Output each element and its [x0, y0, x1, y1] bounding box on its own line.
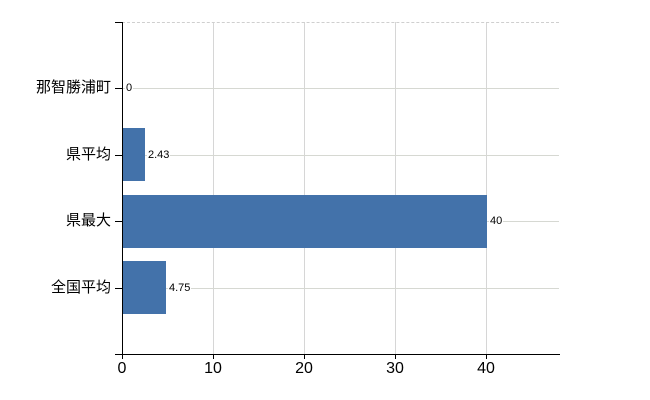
y-axis-tick — [115, 288, 122, 289]
x-axis-tick-label: 10 — [204, 360, 222, 377]
v-gridline — [213, 22, 215, 354]
x-axis-tick-label: 40 — [477, 360, 495, 377]
x-axis-tick — [213, 354, 214, 359]
value-label: 2.43 — [147, 149, 171, 162]
y-axis-line — [122, 22, 123, 355]
x-axis-tick — [122, 354, 123, 359]
bar — [123, 195, 487, 248]
y-axis-top-tick — [115, 22, 122, 23]
v-gridline — [395, 22, 397, 354]
x-axis-tick-label: 0 — [117, 360, 127, 377]
x-axis-tick-label: 20 — [295, 360, 313, 377]
h-gridline — [122, 288, 559, 289]
value-label: 0 — [125, 82, 134, 95]
x-axis-tick — [395, 354, 396, 359]
y-axis-tick — [115, 88, 122, 89]
bar — [123, 261, 166, 314]
x-axis-tick-label: 30 — [386, 360, 404, 377]
category-label: 県最大 — [65, 212, 111, 229]
y-axis-tick — [115, 221, 122, 222]
bar — [123, 128, 145, 181]
x-axis-tick — [304, 354, 305, 359]
value-label: 40 — [489, 215, 504, 228]
h-gridline — [122, 155, 559, 156]
v-gridline — [486, 22, 488, 354]
category-label: 那智勝浦町 — [35, 79, 111, 96]
v-gridline — [304, 22, 306, 354]
x-axis-tick — [486, 354, 487, 359]
category-label: 全国平均 — [50, 279, 111, 296]
x-axis-line — [115, 354, 560, 355]
value-label: 4.75 — [168, 282, 192, 295]
plot-top-border — [122, 22, 559, 23]
y-axis-tick — [115, 155, 122, 156]
category-label: 県平均 — [65, 146, 111, 163]
h-gridline — [122, 88, 559, 89]
